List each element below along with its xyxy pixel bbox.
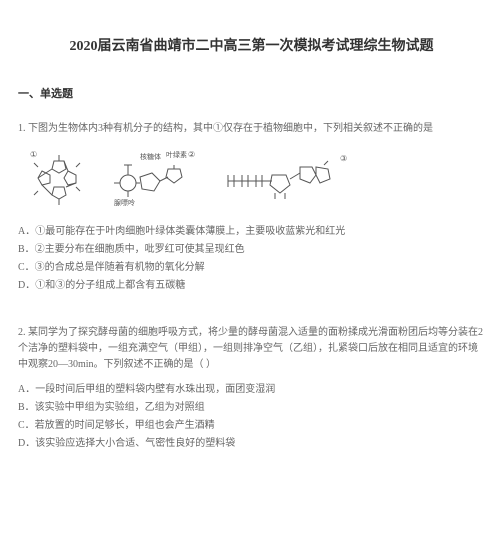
q2-option-a: A．一段时间后甲组的塑料袋内壁有水珠出现，面团变湿润 — [18, 381, 485, 399]
q1-option-d: D．①和③的分子组成上都含有五碳糖 — [18, 277, 485, 295]
fig2-sublabel-a: 叶绿素 — [166, 150, 187, 159]
fig1-label: ① — [30, 150, 37, 159]
q2-option-d: D．该实验应选择大小合适、气密性良好的塑料袋 — [18, 435, 485, 453]
fig3-label: ③ — [340, 154, 347, 163]
page-title: 2020届云南省曲靖市二中高三第一次模拟考试理综生物试题 — [18, 35, 485, 55]
fig2-label: ② — [188, 150, 195, 159]
fig2-sublabel-b: 核糖体 — [140, 152, 161, 161]
figure-2-icon: 叶绿素 核糖体 腺嘌呤 ② — [110, 147, 200, 209]
q2-option-c: C．若放置的时间足够长，甲组也会产生酒精 — [18, 417, 485, 435]
q1-option-a: A．①最可能存在于叶肉细胞叶绿体类囊体薄膜上，主要吸收蓝紫光和红光 — [18, 223, 485, 241]
section-header: 一、单选题 — [18, 85, 485, 101]
q1-stem: 1. 下图为生物体内3种有机分子的结构，其中①仅存在于植物细胞中，下列相关叙述不… — [18, 121, 485, 137]
q2-stem: 2. 某同学为了探究酵母菌的细胞呼吸方式，将少量的酵母菌混入适量的面粉揉成光滑面… — [18, 325, 485, 373]
fig2-sublabel-c: 腺嘌呤 — [114, 198, 135, 207]
q1-option-c: C．③的合成总是伴随着有机物的氧化分解 — [18, 259, 485, 277]
figure-1-icon: ① — [28, 147, 90, 209]
q2-option-b: B．该实验中甲组为实验组，乙组为对照组 — [18, 399, 485, 417]
figure-3-icon: ③ — [220, 147, 360, 209]
q1-option-b: B．②主要分布在细胞质中，吡罗红可使其呈现红色 — [18, 241, 485, 259]
q1-figures: ① 叶绿素 核糖体 腺嘌呤 ② — [28, 147, 485, 209]
